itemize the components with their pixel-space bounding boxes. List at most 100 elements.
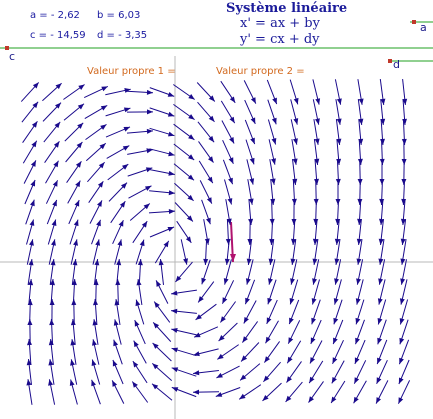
field-arrowhead xyxy=(203,258,209,265)
field-arrowhead xyxy=(204,238,210,245)
slider-a-handle[interactable] xyxy=(412,20,416,24)
field-arrowhead xyxy=(380,138,385,145)
field-arrowhead xyxy=(94,259,100,266)
field-arrowhead xyxy=(171,290,178,296)
slider-d-label: d xyxy=(393,58,400,71)
field-arrowhead xyxy=(99,143,106,150)
field-arrowhead xyxy=(32,82,39,89)
field-arrowhead xyxy=(355,337,360,345)
field-arrowhead xyxy=(123,126,130,132)
field-arrowhead xyxy=(73,219,79,227)
field-arrowhead xyxy=(269,238,275,245)
field-arrowhead xyxy=(135,299,141,307)
field-arrowhead xyxy=(153,322,160,329)
field-arrowhead xyxy=(241,355,248,362)
field-arrowhead xyxy=(167,111,175,117)
field-arrowhead xyxy=(376,377,382,384)
field-arrowhead xyxy=(201,277,207,285)
field-arrowhead xyxy=(117,239,123,246)
field-arrowhead xyxy=(171,308,178,314)
field-arrowhead xyxy=(266,317,272,324)
field-arrowhead xyxy=(122,164,129,170)
field-arrowhead xyxy=(132,381,138,388)
field-arrowhead xyxy=(333,317,339,325)
field-arrowhead xyxy=(312,258,318,265)
field-arrowhead xyxy=(353,396,359,404)
field-arrowhead xyxy=(113,319,119,326)
field-arrowhead xyxy=(73,239,78,246)
page-title: Système linéaire xyxy=(226,1,348,16)
field-arrowhead xyxy=(332,357,338,364)
field-arrowhead xyxy=(265,336,271,344)
field-arrowhead xyxy=(288,337,294,344)
field-arrowhead xyxy=(168,170,175,176)
field-arrowhead xyxy=(146,89,153,95)
field-arrowhead xyxy=(32,101,39,109)
field-arrowhead xyxy=(377,357,382,365)
field-arrowhead xyxy=(271,158,276,165)
slider-c-handle[interactable] xyxy=(5,46,9,50)
field-arrowhead xyxy=(354,377,360,384)
field-arrowhead xyxy=(53,160,59,168)
field-arrowhead xyxy=(113,339,119,347)
field-arrowhead xyxy=(310,357,315,364)
field-arrowhead xyxy=(309,376,315,384)
trajectory-arrowhead xyxy=(230,254,236,262)
field-arrowhead xyxy=(310,337,316,344)
field-arrowhead xyxy=(312,238,318,245)
field-arrowhead xyxy=(29,219,35,226)
field-arrowhead xyxy=(31,140,37,148)
field-arrowhead xyxy=(195,314,202,320)
field-arrowhead xyxy=(152,363,159,370)
field-arrowhead xyxy=(168,190,175,196)
field-arrowhead xyxy=(229,96,236,103)
slider-d-handle[interactable] xyxy=(388,59,392,63)
field-arrowhead xyxy=(270,178,276,185)
field-arrowhead xyxy=(121,182,127,189)
field-arrowhead xyxy=(54,121,61,129)
field-arrowhead xyxy=(48,379,53,386)
field-arrowhead xyxy=(52,199,57,207)
field-arrowhead xyxy=(96,219,101,227)
field-arrowhead xyxy=(48,359,54,366)
field-arrowhead xyxy=(311,298,317,305)
field-arrowhead xyxy=(331,396,337,403)
field-arrowhead xyxy=(183,258,188,265)
field-arrowhead xyxy=(401,179,407,185)
field-arrowhead xyxy=(141,221,148,228)
field-arrowhead xyxy=(222,297,228,304)
field-arrowhead xyxy=(156,280,162,287)
field-arrowhead xyxy=(186,215,193,222)
field-arrowhead xyxy=(217,353,224,360)
field-arrowhead xyxy=(50,279,55,286)
field-arrowhead xyxy=(357,158,363,165)
field-arrowhead xyxy=(51,239,56,246)
field-arrowhead xyxy=(49,319,55,326)
field-arrowhead xyxy=(399,318,405,325)
field-arrowhead xyxy=(289,298,295,305)
field-arrowhead xyxy=(206,217,211,225)
field-arrowhead xyxy=(71,279,77,286)
field-arrowhead xyxy=(229,116,235,124)
field-arrowhead xyxy=(26,359,32,366)
field-arrowhead xyxy=(28,279,34,286)
field-arrowhead xyxy=(93,299,98,306)
field-arrowhead xyxy=(78,84,85,90)
field-arrowhead xyxy=(152,343,159,349)
field-arrowhead xyxy=(187,194,194,201)
field-arrowhead xyxy=(314,158,320,165)
field-arrowhead xyxy=(312,278,317,285)
field-arrowhead xyxy=(193,389,199,395)
field-arrowhead xyxy=(145,185,152,191)
field-arrowhead xyxy=(334,258,340,265)
field-arrowhead xyxy=(75,161,82,168)
field-arrowhead xyxy=(30,160,36,167)
field-arrowhead xyxy=(93,279,99,286)
field-arrowhead xyxy=(75,180,81,188)
field-arrowhead xyxy=(100,105,108,111)
field-arrowhead xyxy=(146,128,153,134)
field-arrowhead xyxy=(119,201,126,208)
field-arrowhead xyxy=(216,372,223,378)
field-arrowhead xyxy=(358,118,364,125)
